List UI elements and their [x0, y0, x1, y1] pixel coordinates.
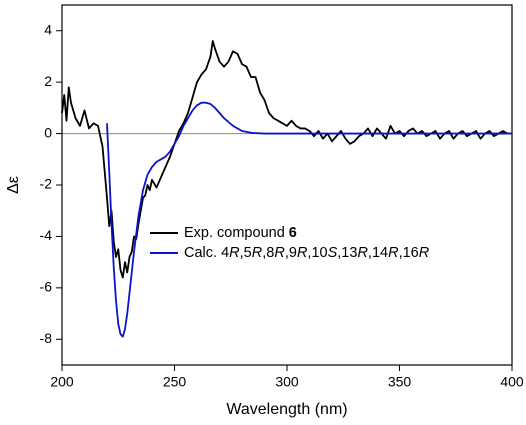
y-tick-label: -6 [40, 279, 53, 295]
legend-text: 14 [372, 245, 388, 261]
plot-frame [61, 4, 513, 366]
legend-text: R [229, 245, 240, 261]
y-axis-title: Δε [5, 176, 22, 194]
y-tick-label: -4 [40, 227, 53, 243]
legend-text: R [297, 245, 308, 261]
legend-text: , [240, 245, 244, 261]
legend-text: , [368, 245, 372, 261]
legend-text: 6 [289, 225, 297, 241]
legend-text: 8 [266, 245, 274, 261]
legend-text: 4 [221, 245, 229, 261]
x-axis-title: Wavelength (nm) [226, 401, 347, 418]
y-tick-label: -8 [40, 330, 53, 346]
legend-label: Exp. compound 6 [184, 225, 297, 241]
legend-text: R [274, 245, 285, 261]
legend-label: Calc. 4R,5R,8R,9R,10S,13R,14R,16R [184, 245, 430, 261]
legend-text: , [399, 245, 403, 261]
x-tick-label: 200 [50, 374, 74, 390]
y-tick-label: -2 [40, 176, 53, 192]
y-tick-label: 4 [44, 21, 52, 37]
x-tick-label: 400 [500, 374, 524, 390]
legend-text: Calc. [184, 245, 221, 261]
legend-text: S [328, 245, 338, 261]
legend-text: 5 [244, 245, 252, 261]
legend-text: R [252, 245, 263, 261]
legend-text: , [307, 245, 311, 261]
legend-text: R [388, 245, 399, 261]
legend-text: , [285, 245, 289, 261]
legend-text: 9 [289, 245, 297, 261]
y-tick-label: 2 [44, 73, 52, 89]
legend-text: 16 [403, 245, 419, 261]
legend-text: 10 [311, 245, 327, 261]
x-tick-label: 350 [388, 374, 412, 390]
legend-text: Exp. compound [184, 225, 289, 241]
legend-text: , [337, 245, 341, 261]
x-tick-label: 250 [163, 374, 187, 390]
line [106, 101, 512, 338]
legend-text: R [357, 245, 368, 261]
legend-text: 13 [341, 245, 357, 261]
legend-text: , [262, 245, 266, 261]
line [61, 40, 512, 279]
y-tick-label: 0 [44, 124, 52, 140]
legend-text: R [419, 245, 430, 261]
x-tick-label: 300 [275, 374, 299, 390]
